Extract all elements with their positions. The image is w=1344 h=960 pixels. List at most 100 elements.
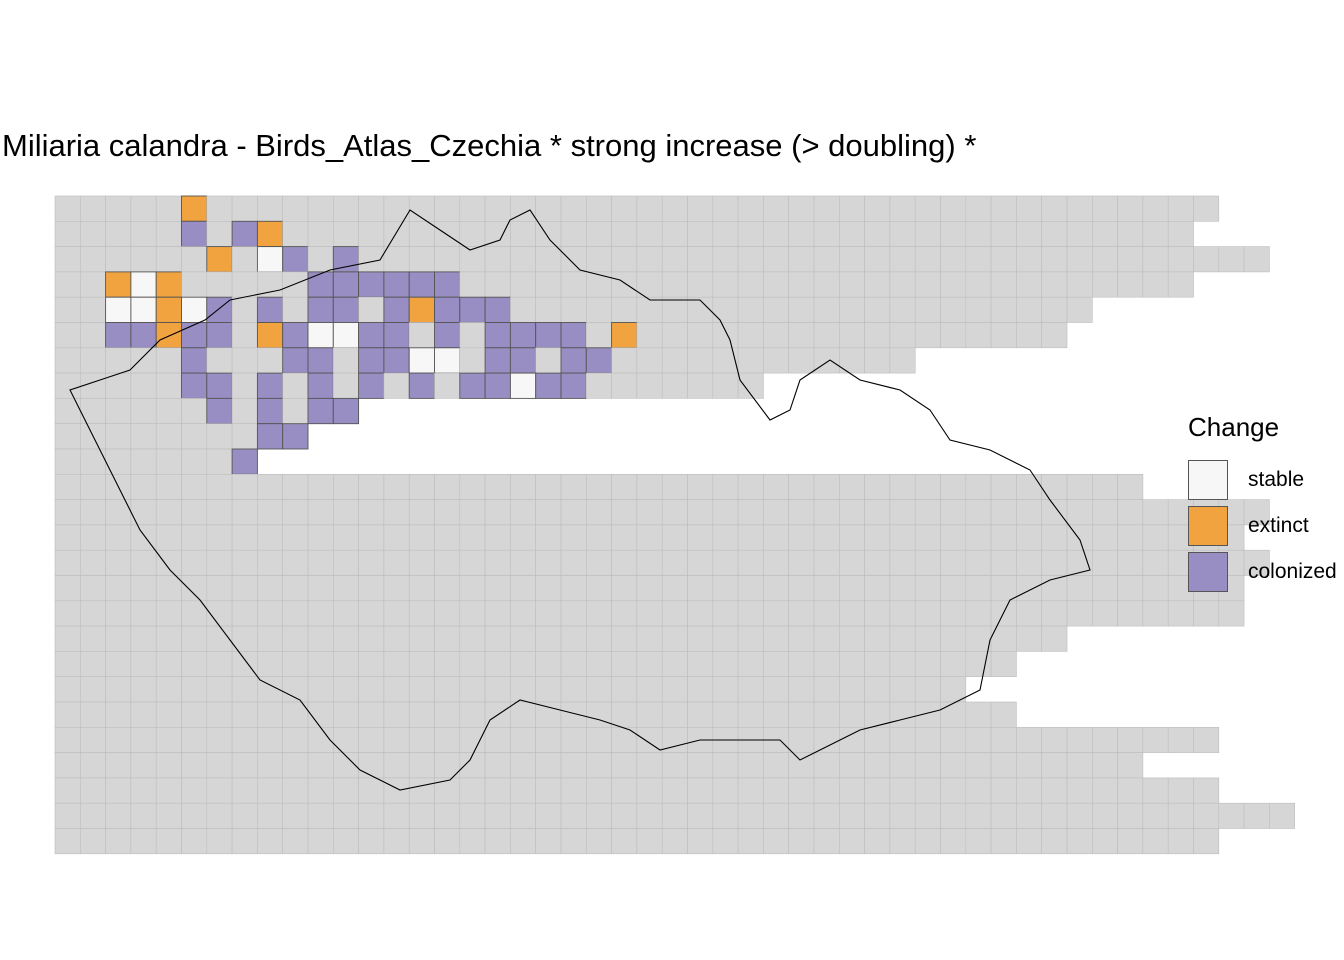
grid-cell-empty [560, 828, 587, 855]
grid-cell-empty [181, 448, 208, 475]
grid-cell-empty [940, 676, 967, 703]
grid-cell-empty [332, 499, 359, 526]
grid-cell-empty [383, 575, 410, 602]
grid-cell-empty [763, 752, 790, 779]
grid-cell-empty [181, 423, 208, 450]
grid-cell-empty [459, 499, 486, 526]
grid-cell-empty [459, 676, 486, 703]
grid-cell-empty [181, 676, 208, 703]
grid-cell-empty [105, 195, 132, 222]
legend: Change stable extinct colonized [1188, 412, 1337, 595]
grid-cell-empty [990, 701, 1017, 728]
grid-cell-empty [80, 600, 106, 627]
grid-cell-empty [307, 828, 334, 855]
grid-cell-empty [813, 752, 840, 779]
grid-cell-empty [661, 651, 688, 678]
grid-cell-empty [282, 752, 309, 779]
grid-cell-empty [712, 347, 739, 374]
grid-cell-empty [611, 726, 638, 753]
grid-cell-empty [231, 271, 258, 298]
grid-cell-empty [687, 195, 714, 222]
grid-cells-layer [54, 195, 1296, 855]
grid-cell-empty [889, 246, 916, 273]
grid-cell-empty [990, 524, 1017, 551]
grid-cell-empty [813, 296, 840, 323]
grid-cell-empty [788, 473, 815, 500]
grid-cell-colonized [231, 448, 258, 475]
grid-cell-empty [54, 524, 81, 551]
grid-cell-empty [1117, 777, 1144, 804]
grid-cell-empty [484, 473, 511, 500]
grid-cell-empty [130, 828, 157, 855]
grid-cell-empty [737, 676, 764, 703]
grid-cell-colonized [535, 322, 562, 349]
grid-cell-empty [737, 473, 764, 500]
grid-cell-empty [990, 473, 1017, 500]
grid-cell-empty [434, 828, 461, 855]
grid-cell-empty [231, 473, 258, 500]
grid-cell-colonized [282, 347, 309, 374]
grid-cell-empty [535, 347, 562, 374]
grid-cell-empty [1016, 473, 1043, 500]
grid-cell-empty [510, 802, 536, 829]
grid-cell-empty [1092, 777, 1118, 804]
grid-cell-empty [130, 423, 157, 450]
grid-cell-empty [585, 246, 612, 273]
grid-cell-colonized [307, 271, 334, 298]
grid-cell-empty [788, 271, 815, 298]
grid-cell-empty [813, 322, 840, 349]
grid-cell-empty [763, 221, 790, 247]
grid-cell-colonized [206, 322, 233, 349]
grid-cell-empty [914, 296, 941, 323]
grid-cell-empty [687, 221, 714, 247]
grid-cell-empty [54, 271, 81, 298]
grid-cell-empty [130, 676, 157, 703]
grid-cell-empty [54, 701, 81, 728]
grid-cell-empty [737, 221, 764, 247]
grid-cell-empty [181, 828, 208, 855]
grid-cell-extinct [256, 220, 284, 248]
grid-cell-empty [459, 828, 486, 855]
grid-cell-empty [560, 499, 587, 526]
grid-cell-empty [1167, 221, 1194, 247]
grid-cell-empty [636, 777, 663, 804]
grid-cell-empty [332, 651, 359, 678]
grid-cell-empty [560, 600, 587, 627]
grid-cell-empty [206, 549, 233, 576]
grid-cell-empty [914, 828, 941, 855]
grid-cell-empty [1117, 802, 1144, 829]
grid-cell-empty [231, 752, 258, 779]
grid-cell-empty [611, 195, 638, 222]
grid-cell-empty [54, 752, 81, 779]
grid-cell-colonized [181, 220, 208, 248]
grid-cell-empty [965, 246, 992, 273]
grid-cell-empty [206, 701, 233, 728]
grid-cell-empty [611, 802, 638, 829]
grid-cell-empty [914, 524, 941, 551]
grid-cell-empty [661, 549, 688, 576]
grid-cell-empty [383, 221, 410, 247]
grid-cell-empty [737, 271, 764, 298]
grid-cell-empty [282, 499, 309, 526]
grid-cell-empty [1041, 499, 1068, 526]
grid-cell-empty [358, 651, 385, 678]
grid-cell-empty [763, 676, 790, 703]
grid-cell-empty [763, 651, 790, 678]
grid-cell-empty [1066, 549, 1093, 576]
grid-cell-empty [636, 221, 663, 247]
grid-cell-empty [1066, 575, 1093, 602]
grid-cell-empty [383, 828, 410, 855]
grid-cell-empty [737, 246, 764, 273]
grid-cell-empty [1066, 828, 1093, 855]
grid-cell-empty [307, 726, 334, 753]
grid-cell-colonized [358, 347, 385, 374]
grid-cell-empty [155, 676, 182, 703]
grid-cell-empty [231, 322, 258, 349]
grid-cell-empty [611, 777, 638, 804]
grid-cell-empty [1117, 600, 1144, 627]
grid-cell-empty [105, 600, 132, 627]
grid-cell-empty [155, 524, 182, 551]
grid-cell-empty [358, 828, 385, 855]
grid-cell-empty [965, 752, 992, 779]
grid-cell-empty [1041, 296, 1068, 323]
